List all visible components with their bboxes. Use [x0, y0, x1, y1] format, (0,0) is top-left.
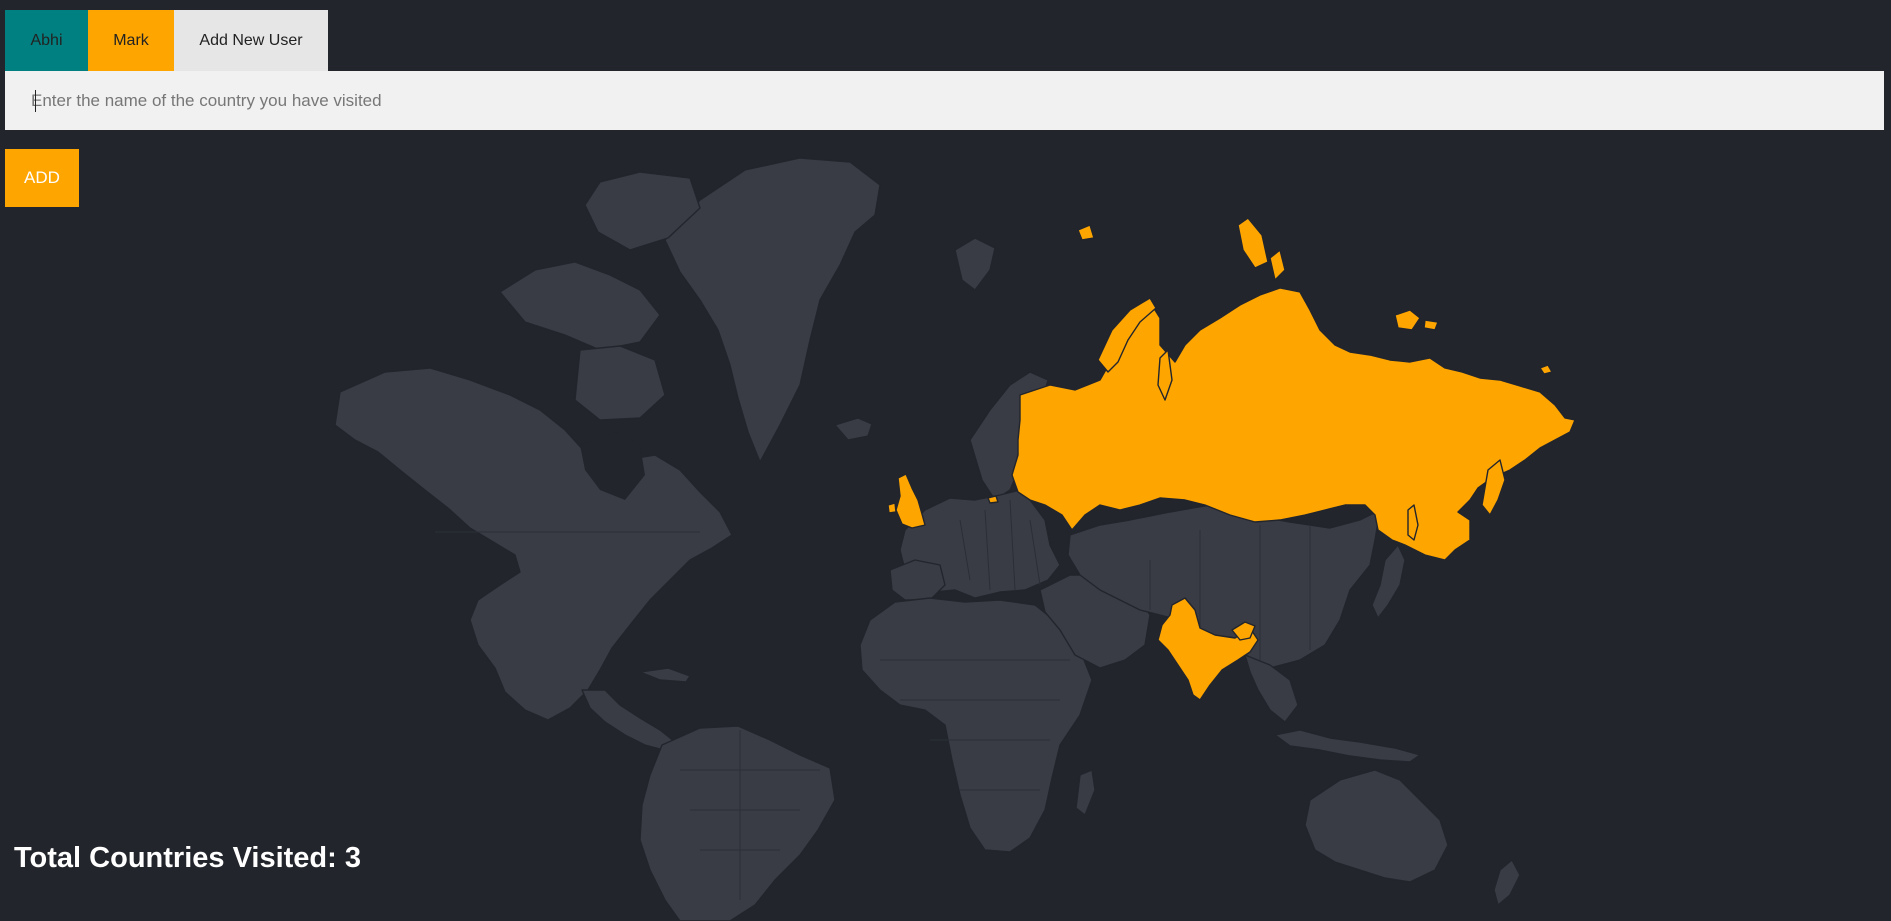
country-russia-kaliningrad[interactable]	[987, 495, 999, 504]
country-greenland[interactable]	[664, 157, 881, 463]
country-united-kingdom[interactable]	[895, 473, 926, 529]
country-russia[interactable]	[1011, 287, 1576, 561]
country-russia-arctic-island-2[interactable]	[1269, 249, 1286, 281]
country-svalbard[interactable]	[954, 237, 996, 291]
country-canada-islands-3[interactable]	[574, 345, 666, 421]
country-iberia[interactable]	[889, 559, 946, 601]
country-japan[interactable]	[1371, 544, 1406, 619]
country-australia[interactable]	[1304, 769, 1449, 883]
country-united-kingdom-ni[interactable]	[887, 502, 897, 514]
user-tab-mark[interactable]: Mark	[88, 10, 174, 71]
country-russia-novaya-zemlya[interactable]	[1097, 297, 1157, 373]
country-southeast-asia[interactable]	[1244, 654, 1299, 723]
country-russia-wrangel[interactable]	[1539, 364, 1553, 375]
text-cursor	[35, 90, 36, 112]
country-india-east[interactable]	[1231, 621, 1256, 641]
user-tabs: Abhi Mark Add New User	[5, 10, 328, 71]
country-new-zealand[interactable]	[1493, 859, 1521, 906]
country-cuba[interactable]	[639, 667, 691, 683]
country-russia-sakhalin[interactable]	[1407, 504, 1419, 541]
country-africa[interactable]	[859, 597, 1093, 853]
user-tab-abhi[interactable]: Abhi	[5, 10, 88, 71]
country-iceland[interactable]	[834, 417, 873, 441]
country-canada-islands[interactable]	[584, 171, 701, 251]
add-button[interactable]: ADD	[5, 149, 79, 207]
country-canada-islands-2[interactable]	[499, 261, 661, 351]
country-india[interactable]	[1157, 597, 1259, 701]
country-russia-arctic-island[interactable]	[1237, 217, 1269, 269]
add-new-user-tab[interactable]: Add New User	[174, 10, 328, 71]
total-countries-visited: Total Countries Visited: 3	[14, 842, 361, 874]
country-russia-kamchatka[interactable]	[1481, 459, 1506, 516]
country-central-america[interactable]	[581, 689, 676, 751]
country-russia-new-siberian[interactable]	[1394, 309, 1421, 331]
country-north-america[interactable]	[334, 367, 733, 721]
country-form	[5, 71, 1884, 130]
country-madagascar[interactable]	[1075, 769, 1096, 816]
country-russia-island[interactable]	[1157, 349, 1173, 401]
country-russia-svalbard-bit[interactable]	[1077, 224, 1095, 241]
country-input[interactable]	[5, 71, 1884, 130]
country-indonesia[interactable]	[1274, 729, 1421, 763]
country-russia-new-siberian-2[interactable]	[1423, 319, 1439, 331]
country-south-america[interactable]	[639, 725, 836, 921]
